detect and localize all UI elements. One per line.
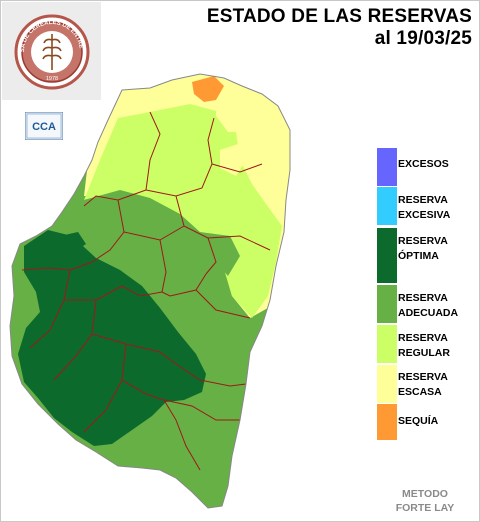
zone-optima bbox=[18, 230, 206, 446]
province-outline bbox=[9, 73, 291, 509]
department-borders bbox=[21, 111, 271, 471]
legend-swatch-excesos bbox=[377, 148, 397, 186]
logo-year: 1978 bbox=[46, 76, 58, 82]
legend-swatch-escasa bbox=[377, 365, 397, 403]
legend-label-excesiva: RESERVA EXCESIVA bbox=[398, 194, 451, 221]
legend-label-excesos: EXCESOS bbox=[398, 158, 449, 170]
map-date: al 19/03/25 bbox=[374, 28, 472, 49]
logo-panel: BOLSA DE CEREALES DE ENTRE RIOS 1978 bbox=[0, 0, 101, 100]
legend-label-adecuada: RESERVA ADECUADA bbox=[398, 292, 459, 319]
zone-optima-north bbox=[60, 232, 86, 252]
legend-label-regular: RESERVA REGULAR bbox=[398, 332, 450, 359]
map-title: ESTADO DE LAS RESERVAS bbox=[206, 6, 472, 27]
legend-swatch-adecuada bbox=[377, 285, 397, 323]
zone-sequia bbox=[192, 76, 224, 102]
wheat-icon bbox=[42, 34, 62, 70]
cca-badge: CCA bbox=[25, 112, 63, 140]
method-label: METODO FORTE LAY bbox=[395, 488, 455, 514]
legend-label-sequia: SEQUÍA bbox=[398, 415, 439, 427]
legend-label-optima: RESERVA ÓPTIMA bbox=[398, 235, 448, 262]
legend-label-escasa: RESERVA ESCASA bbox=[398, 371, 448, 398]
cca-text: CCA bbox=[32, 121, 56, 133]
legend-swatch-sequia bbox=[377, 404, 397, 440]
legend-swatch-regular bbox=[377, 325, 397, 363]
bolsa-cereales-logo: BOLSA DE CEREALES DE ENTRE RIOS 1978 bbox=[0, 0, 90, 90]
zone-escasa-north bbox=[216, 92, 256, 132]
legend-swatch-optima bbox=[377, 228, 397, 283]
legend-swatch-excesiva bbox=[377, 187, 397, 225]
zone-adecuada-north bbox=[84, 190, 240, 276]
